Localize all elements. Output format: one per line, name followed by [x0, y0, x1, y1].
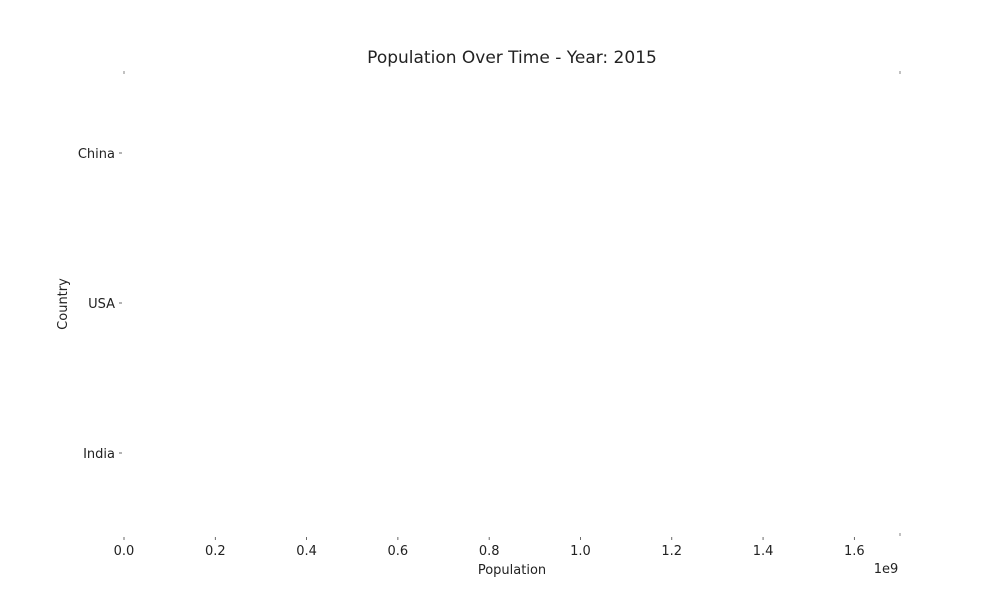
x-tick-label: 0.2: [205, 544, 226, 559]
x-tick-label: 1.0: [570, 544, 591, 559]
y-tick-label: China: [78, 147, 115, 162]
plot-area: [123, 71, 901, 536]
x-tick-label: 1.6: [844, 544, 865, 559]
x-tick-label: 0.0: [114, 544, 135, 559]
y-axis: China USA India: [78, 147, 122, 462]
x-tick-label: 0.6: [388, 544, 409, 559]
y-tick-label: India: [83, 447, 115, 462]
x-tick-label: 1.4: [753, 544, 774, 559]
x-axis-offset-label: 1e9: [874, 562, 899, 577]
y-tick-label: USA: [88, 297, 115, 312]
x-tick-label: 0.8: [479, 544, 500, 559]
y-axis-label: Country: [56, 278, 71, 330]
chart-title: Population Over Time - Year: 2015: [367, 48, 657, 68]
x-tick-label: 1.2: [661, 544, 682, 559]
x-tick-label: 0.4: [296, 544, 317, 559]
x-axis: 0.0 0.2 0.4 0.6 0.8 1.0 1.2 1.4 1.6: [114, 537, 865, 559]
x-axis-label: Population: [478, 563, 546, 578]
